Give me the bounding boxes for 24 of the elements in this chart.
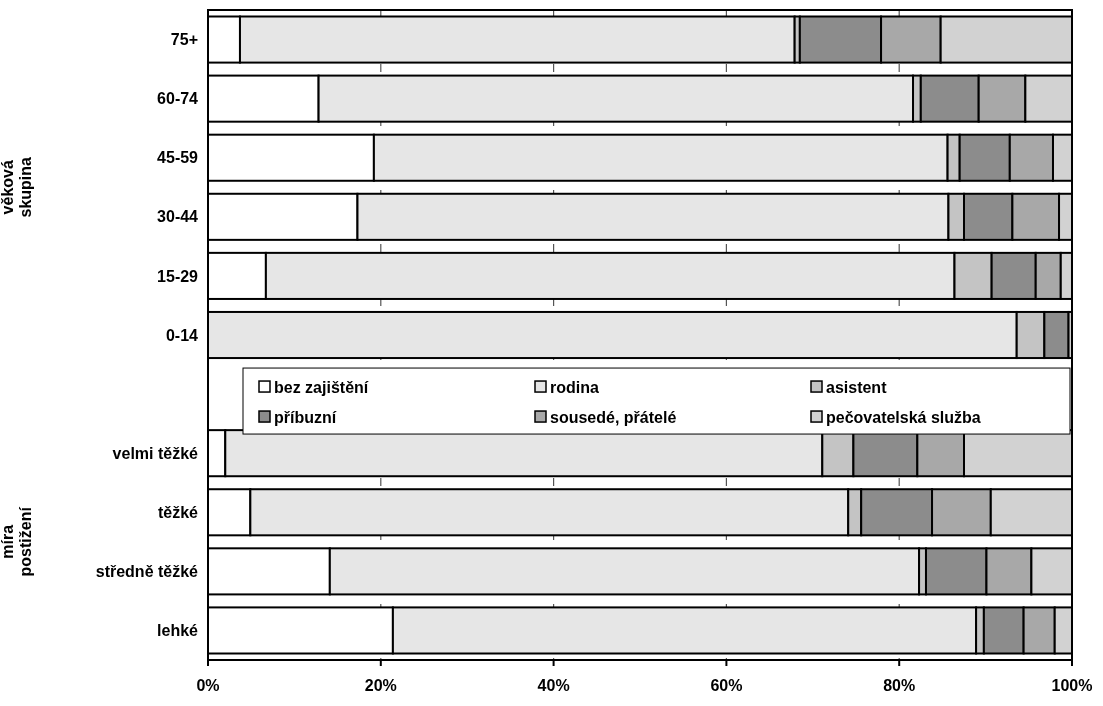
x-tick-label: 20% bbox=[364, 677, 397, 694]
x-tick-label: 0% bbox=[196, 677, 220, 694]
y-tick-label: 45-59 bbox=[157, 149, 199, 167]
text: míra postižení bbox=[0, 506, 34, 577]
legend-label: pečovatelská služba bbox=[826, 408, 981, 426]
y-tick-label: středně těžké bbox=[95, 562, 199, 580]
text: věková skupina bbox=[0, 156, 34, 218]
y-tick-label: 30-44 bbox=[157, 208, 199, 226]
y-tick-label: 15-29 bbox=[157, 267, 199, 285]
y-tick-label: velmi těžké bbox=[112, 444, 199, 462]
y-tick-label: 60-74 bbox=[157, 90, 199, 108]
x-tick-label: 40% bbox=[537, 677, 570, 694]
legend-label: asistent bbox=[826, 378, 888, 396]
legend-label: bez zajištění bbox=[274, 378, 369, 396]
y-tick-label: těžké bbox=[157, 503, 199, 521]
y-tick-label: 75+ bbox=[170, 31, 198, 49]
x-tick-label: 80% bbox=[883, 677, 916, 694]
legend-label: příbuzní bbox=[274, 408, 337, 426]
y-tick-label: 0-14 bbox=[165, 326, 199, 344]
legend-label: rodina bbox=[550, 378, 599, 396]
x-tick-label: 100% bbox=[1051, 677, 1093, 694]
y-tick-label: lehké bbox=[157, 622, 199, 640]
legend-label: sousedé, přátelé bbox=[550, 408, 677, 426]
x-tick-label: 60% bbox=[710, 677, 743, 694]
